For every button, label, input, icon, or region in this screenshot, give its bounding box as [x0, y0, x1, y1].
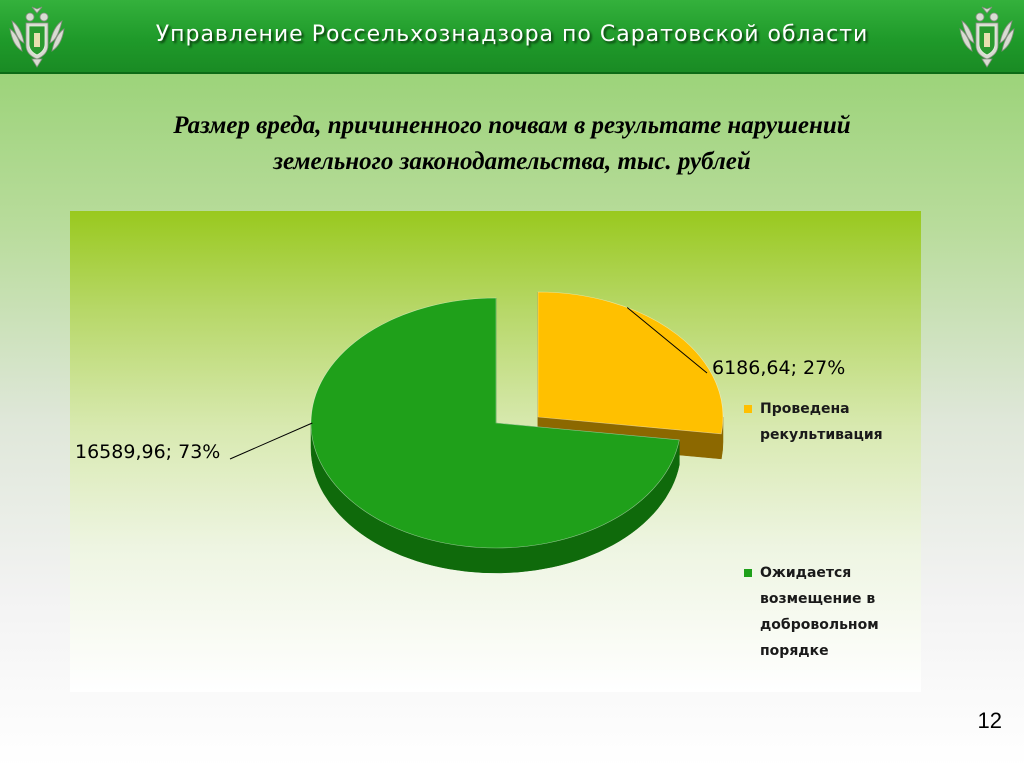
slide-title-line: земельного законодательства, тыс. рублей [273, 148, 751, 175]
pie-slice [537, 291, 724, 435]
legend-label: рекультивация [760, 427, 883, 443]
legend-label: Проведена [760, 401, 850, 417]
leader-line [626, 307, 708, 374]
pie-chart: 6186,64; 27% 16589,96; 73% Проведена рекуль… [70, 211, 921, 692]
legend-label: Ожидается [760, 565, 851, 581]
leader-line [229, 422, 313, 460]
legend-label: возмещение в [760, 591, 875, 607]
slide-number: 12 [977, 708, 1002, 733]
pie-slice [310, 297, 680, 549]
slide-title-line: Размер вреда, причиненного почвам в резу… [173, 112, 851, 139]
eagle-emblem-icon [9, 6, 65, 68]
data-label: 6186,64; 27% [712, 357, 845, 379]
pie-chart-svg: 6186,64; 27% 16589,96; 73% Проведена рекуль… [75, 291, 883, 659]
header-bar: Управление Россельхознадзора по Саратовс… [0, 0, 1024, 74]
data-label: 16589,96; 73% [75, 441, 220, 463]
legend-label: добровольном [760, 617, 879, 633]
legend-swatch [744, 569, 752, 577]
pie-tops [310, 291, 724, 549]
legend-swatch [744, 405, 752, 413]
header-title: Управление Россельхознадзора по Саратовс… [155, 22, 869, 47]
eagle-emblem-icon [959, 6, 1015, 68]
legend-label: порядке [760, 643, 829, 659]
slide-title: Размер вреда, причиненного почвам в резу… [80, 108, 944, 180]
